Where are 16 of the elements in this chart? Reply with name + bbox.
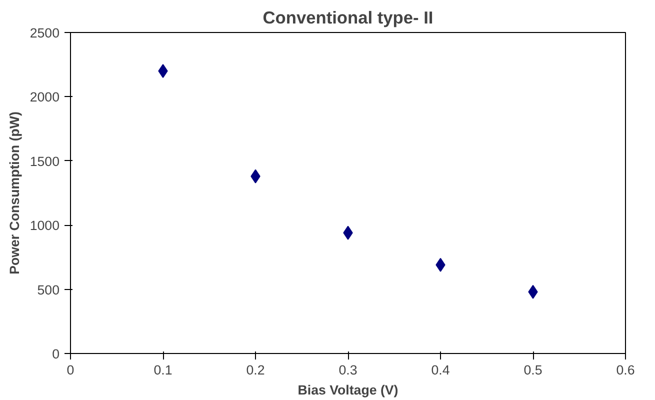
y-tick-label: 1500: [30, 154, 60, 169]
chart-title: Conventional type- II: [262, 8, 434, 28]
x-axis-title: Bias Voltage (V): [298, 382, 398, 398]
x-tick-label: 0.6: [616, 362, 635, 378]
x-tick-label: 0: [66, 362, 74, 378]
y-tick-label: 1000: [30, 218, 60, 234]
x-tick-label: 0.1: [154, 362, 172, 378]
y-axis-title: Power Consumption (pW): [6, 112, 22, 274]
y-tick-label: 500: [37, 282, 60, 298]
x-tick-label: 0.4: [431, 362, 450, 378]
y-tick-label: 2000: [30, 90, 60, 105]
x-tick-label: 0.5: [524, 362, 542, 378]
x-tick-label: 0.2: [246, 362, 265, 378]
y-tick-label: 0: [52, 346, 60, 362]
x-tick-label: 0.3: [338, 362, 358, 378]
y-tick-label: 2500: [30, 26, 60, 40]
